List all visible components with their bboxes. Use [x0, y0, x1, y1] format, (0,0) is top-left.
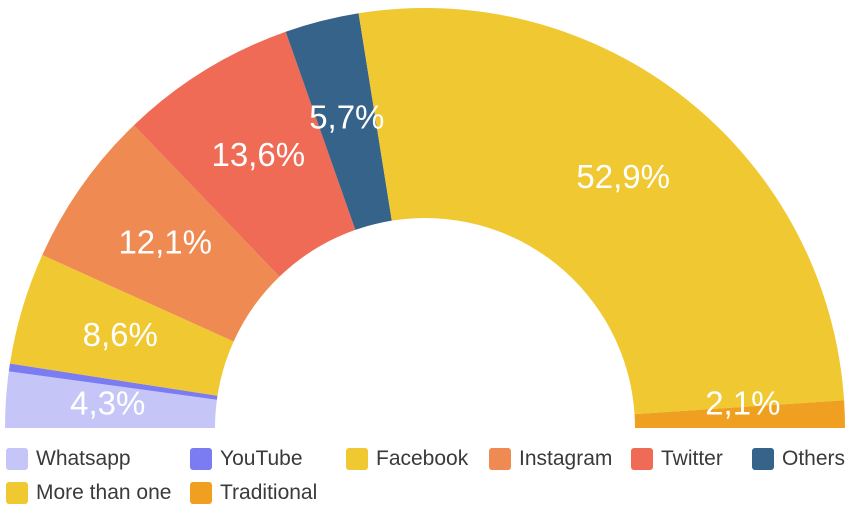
legend-swatch — [190, 448, 212, 470]
legend-item-instagram: Instagram — [489, 447, 612, 471]
legend-item-whatsapp: Whatsapp — [6, 447, 131, 471]
slice-more-than-one — [358, 7, 845, 415]
legend-item-facebook: Facebook — [346, 447, 468, 471]
legend-swatch — [346, 448, 368, 470]
legend-item-traditional: Traditional — [190, 481, 317, 505]
legend-row: Whatsapp YouTube Facebook Instagram Twitter O… — [6, 442, 851, 476]
legend-label: Traditional — [220, 481, 318, 504]
slice-others — [285, 13, 392, 230]
legend-swatch — [752, 448, 774, 470]
legend-swatch — [190, 482, 212, 504]
legend-swatch — [6, 448, 28, 470]
data-label-more-than-one: 52,9% — [576, 158, 670, 195]
slice-traditional — [634, 400, 845, 428]
slice-facebook — [9, 255, 234, 396]
legend-swatch — [6, 482, 28, 504]
slice-twitter — [133, 31, 356, 277]
legend-item-twitter: Twitter — [631, 447, 723, 471]
legend-item-more-than-one: More than one — [6, 481, 171, 505]
semi-donut-svg: 4,3% 8,6% 12,1% 13,6%5,7% 52,9% 2,1% — [5, 7, 845, 428]
slice-whatsapp — [5, 371, 217, 428]
data-label-twitter: 13,6% — [211, 136, 305, 173]
data-label-traditional: 2,1% — [705, 385, 780, 422]
legend-label: Others — [782, 447, 846, 470]
legend-item-youtube: YouTube — [190, 447, 303, 471]
legend-swatch — [631, 448, 653, 470]
legend-label: More than one — [36, 481, 172, 504]
legend: Whatsapp YouTube Facebook Instagram Twitter O… — [6, 442, 851, 510]
legend-label: Facebook — [376, 447, 469, 470]
legend-swatch — [489, 448, 511, 470]
data-label-instagram: 12,1% — [118, 223, 212, 260]
data-label-whatsapp: 4,3% — [70, 385, 145, 422]
data-label-others: 5,7% — [309, 98, 384, 135]
legend-label: Twitter — [661, 447, 723, 470]
data-label-facebook: 8,6% — [83, 316, 158, 353]
legend-item-others: Others — [752, 447, 845, 471]
slice-instagram — [42, 125, 280, 342]
slice-youtube — [8, 363, 218, 400]
legend-label: Instagram — [519, 447, 613, 470]
legend-row: More than one Traditional — [6, 476, 851, 510]
legend-label: YouTube — [220, 447, 303, 470]
legend-label: Whatsapp — [36, 447, 131, 470]
